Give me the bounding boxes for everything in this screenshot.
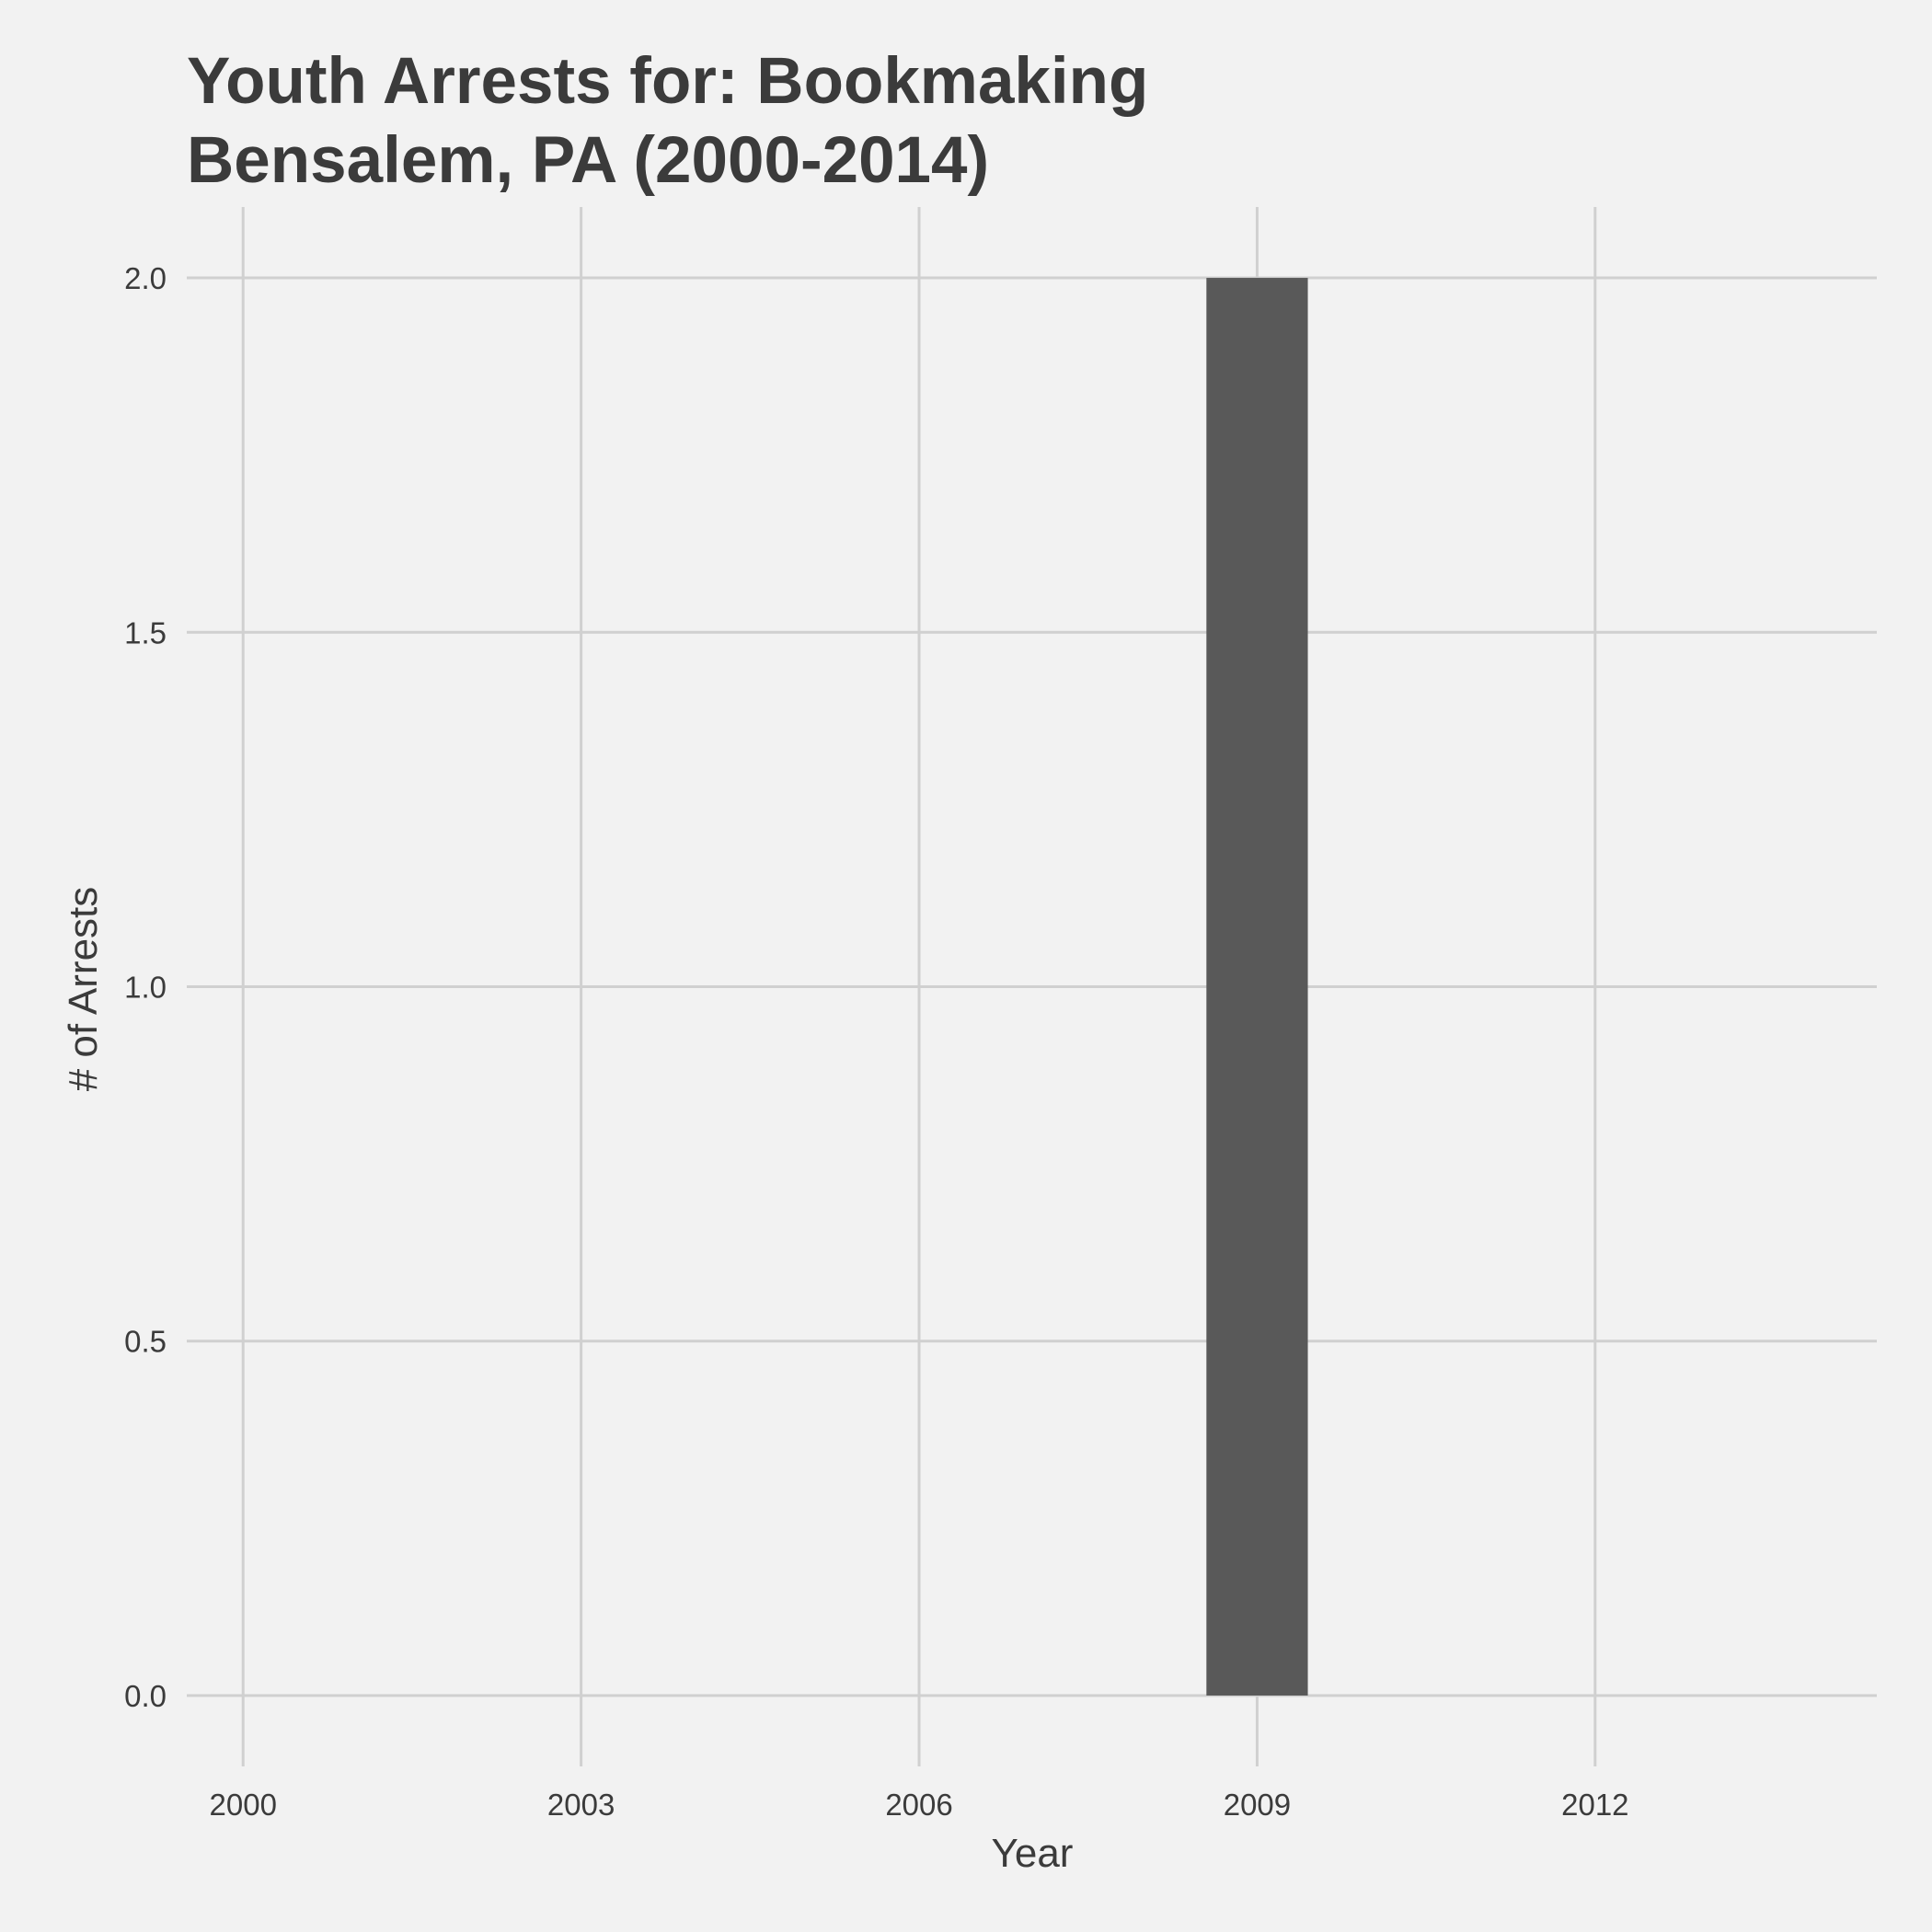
x-tick-labels: 2000 2003 2006 2009 2012	[210, 1788, 1629, 1822]
chart-title-line-2: Bensalem, PA (2000-2014)	[187, 124, 989, 197]
x-axis-title: Year	[992, 1831, 1074, 1876]
x-tick-label: 2012	[1561, 1788, 1628, 1822]
chart-title-line-1: Youth Arrests for: Bookmaking	[187, 45, 1148, 118]
y-tick-label: 2.0	[124, 261, 167, 295]
x-tick-label: 2009	[1224, 1788, 1291, 1822]
y-tick-label: 0.0	[124, 1679, 167, 1713]
y-tick-labels: 0.0 0.5 1.0 1.5 2.0	[124, 261, 167, 1713]
bar-2009	[1206, 278, 1308, 1696]
bars	[1206, 278, 1308, 1696]
y-tick-label: 0.5	[124, 1325, 167, 1359]
x-tick-label: 2000	[210, 1788, 277, 1822]
y-axis-title: # of Arrests	[61, 887, 106, 1092]
x-tick-label: 2003	[547, 1788, 615, 1822]
y-gridlines	[187, 276, 1877, 1697]
y-tick-label: 1.0	[124, 971, 167, 1005]
y-tick-label: 1.5	[124, 615, 167, 650]
x-tick-label: 2006	[885, 1788, 952, 1822]
